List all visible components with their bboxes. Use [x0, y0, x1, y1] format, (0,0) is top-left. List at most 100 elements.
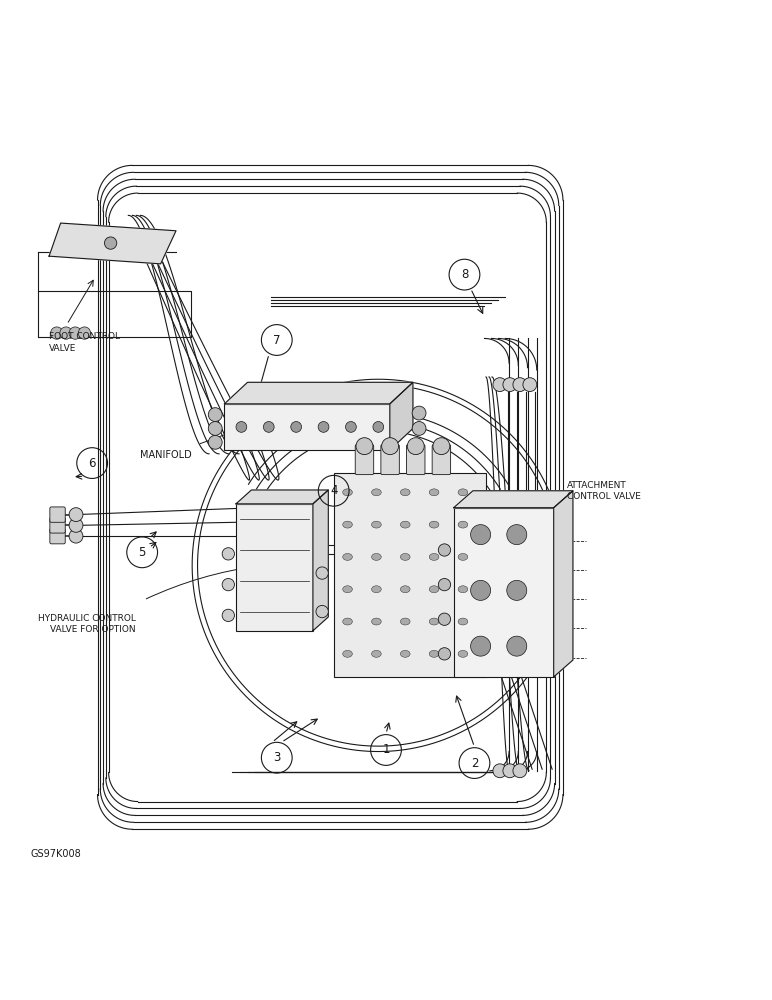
Circle shape	[291, 422, 302, 432]
Ellipse shape	[429, 521, 439, 528]
Circle shape	[471, 580, 491, 600]
Ellipse shape	[458, 650, 468, 657]
Ellipse shape	[371, 489, 381, 496]
FancyBboxPatch shape	[381, 445, 399, 475]
Circle shape	[208, 408, 222, 422]
Circle shape	[438, 578, 451, 591]
Circle shape	[506, 525, 527, 545]
Text: 7: 7	[273, 334, 280, 347]
Ellipse shape	[371, 521, 381, 528]
FancyBboxPatch shape	[50, 518, 66, 533]
Circle shape	[78, 327, 90, 339]
Circle shape	[222, 578, 235, 591]
Circle shape	[51, 327, 63, 339]
Circle shape	[503, 764, 516, 778]
Circle shape	[60, 327, 72, 339]
Circle shape	[69, 529, 83, 543]
Circle shape	[471, 636, 491, 656]
Polygon shape	[390, 382, 413, 450]
Polygon shape	[313, 490, 328, 631]
Circle shape	[506, 636, 527, 656]
Circle shape	[318, 422, 329, 432]
Ellipse shape	[429, 650, 439, 657]
Ellipse shape	[371, 650, 381, 657]
Ellipse shape	[429, 586, 439, 593]
Ellipse shape	[429, 489, 439, 496]
Text: 5: 5	[138, 546, 146, 559]
Circle shape	[513, 764, 527, 778]
Ellipse shape	[458, 618, 468, 625]
Ellipse shape	[371, 553, 381, 560]
Circle shape	[69, 518, 83, 532]
FancyBboxPatch shape	[236, 504, 313, 631]
Ellipse shape	[401, 586, 410, 593]
Circle shape	[316, 605, 328, 618]
Circle shape	[346, 422, 357, 432]
Ellipse shape	[458, 553, 468, 560]
Ellipse shape	[343, 489, 352, 496]
Ellipse shape	[401, 618, 410, 625]
Circle shape	[471, 525, 491, 545]
FancyBboxPatch shape	[50, 507, 66, 522]
Circle shape	[316, 567, 328, 579]
FancyBboxPatch shape	[334, 473, 486, 677]
Ellipse shape	[343, 650, 352, 657]
Ellipse shape	[458, 521, 468, 528]
Polygon shape	[554, 491, 573, 677]
Text: 2: 2	[471, 757, 478, 770]
Ellipse shape	[343, 521, 352, 528]
Text: HYDRAULIC CONTROL
VALVE FOR OPTION: HYDRAULIC CONTROL VALVE FOR OPTION	[38, 614, 136, 634]
Ellipse shape	[371, 586, 381, 593]
Circle shape	[222, 548, 235, 560]
Text: 4: 4	[330, 484, 337, 497]
Circle shape	[208, 435, 222, 449]
Ellipse shape	[401, 489, 410, 496]
Circle shape	[506, 580, 527, 600]
Polygon shape	[49, 223, 176, 264]
Circle shape	[438, 544, 451, 556]
Circle shape	[433, 438, 450, 455]
Ellipse shape	[458, 489, 468, 496]
Circle shape	[263, 422, 274, 432]
Polygon shape	[236, 490, 328, 504]
Circle shape	[493, 378, 506, 392]
Circle shape	[408, 438, 424, 455]
Circle shape	[373, 422, 384, 432]
Ellipse shape	[401, 650, 410, 657]
Ellipse shape	[343, 586, 352, 593]
Circle shape	[438, 648, 451, 660]
Circle shape	[503, 378, 516, 392]
Text: FOOT CONTROL
VALVE: FOOT CONTROL VALVE	[49, 332, 120, 353]
Circle shape	[356, 438, 373, 455]
Text: GS97K008: GS97K008	[31, 849, 81, 859]
Ellipse shape	[343, 618, 352, 625]
Ellipse shape	[429, 553, 439, 560]
FancyBboxPatch shape	[432, 445, 451, 475]
Ellipse shape	[401, 521, 410, 528]
Circle shape	[69, 508, 83, 522]
Circle shape	[412, 422, 426, 435]
Ellipse shape	[401, 553, 410, 560]
Circle shape	[236, 422, 247, 432]
Circle shape	[412, 406, 426, 420]
Text: MANIFOLD: MANIFOLD	[141, 450, 192, 460]
Text: ATTACHMENT
CONTROL VALVE: ATTACHMENT CONTROL VALVE	[567, 481, 641, 501]
FancyBboxPatch shape	[50, 528, 66, 544]
FancyBboxPatch shape	[355, 445, 374, 475]
Circle shape	[438, 613, 451, 625]
Circle shape	[493, 764, 506, 778]
Circle shape	[513, 378, 527, 392]
Polygon shape	[454, 491, 573, 508]
Circle shape	[523, 378, 537, 392]
Circle shape	[222, 609, 235, 622]
FancyBboxPatch shape	[407, 445, 425, 475]
Ellipse shape	[343, 553, 352, 560]
Circle shape	[69, 327, 81, 339]
FancyBboxPatch shape	[454, 508, 554, 677]
Polygon shape	[225, 382, 413, 404]
Ellipse shape	[371, 618, 381, 625]
Ellipse shape	[458, 586, 468, 593]
Circle shape	[381, 438, 398, 455]
Circle shape	[208, 422, 222, 435]
Circle shape	[104, 237, 117, 249]
